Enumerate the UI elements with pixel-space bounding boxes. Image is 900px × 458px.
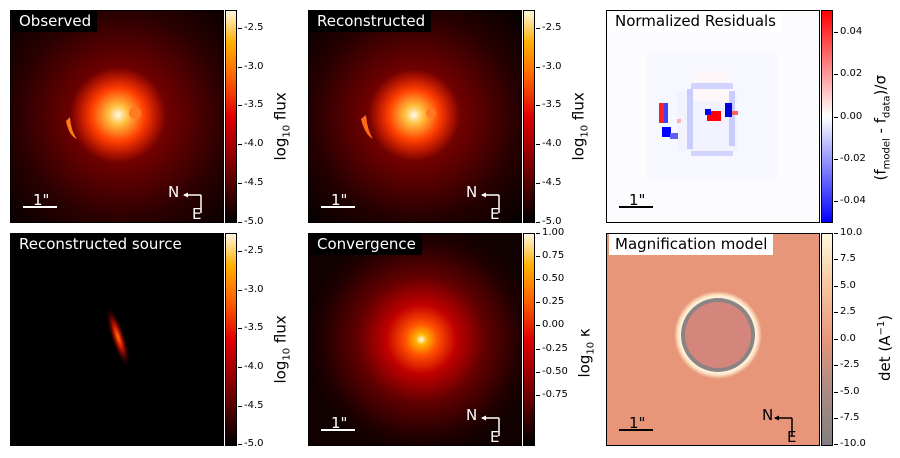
observed-colorbar [225, 10, 237, 223]
tick-label: -4.0 [238, 138, 264, 149]
tick-label: -7.5 [834, 412, 860, 423]
north-label: N [466, 406, 478, 424]
magnification-colorbar [821, 233, 833, 446]
compass-icon [481, 415, 500, 436]
tick-label: 1.00 [535, 227, 565, 238]
tick-label: -0.04 [834, 195, 866, 206]
north-label: N [168, 183, 180, 201]
tick-label: 2.5 [834, 306, 856, 317]
colorbar-label: (fmodel - fdata)/σ [871, 75, 893, 181]
scale-label: 1" [331, 191, 348, 209]
panel-title: Reconstructed source [13, 234, 188, 255]
tick-label: -3.0 [536, 61, 562, 72]
compass-icon [774, 415, 793, 436]
east-label: E [490, 428, 500, 446]
compass-icon [183, 192, 202, 213]
reconstructed-colorbar [523, 10, 535, 223]
tick-label: 0.04 [833, 26, 863, 37]
east-label: E [787, 428, 797, 446]
tick-label: -0.25 [536, 343, 568, 354]
scale-label: 1" [629, 414, 646, 432]
tick-label: -3.5 [238, 99, 264, 110]
north-label: N [762, 406, 774, 424]
tick-label: 0.25 [535, 296, 565, 307]
tick-label: -0.02 [834, 153, 866, 164]
tick-label: -4.5 [536, 177, 562, 188]
tick-label: -2.5 [238, 22, 264, 33]
tick-label: 0.00 [833, 111, 863, 122]
scale-bar [321, 206, 355, 208]
tick-label: -10.0 [834, 438, 866, 449]
tick-label: 5.0 [834, 280, 856, 291]
scale-bar [321, 429, 355, 431]
source-panel: Reconstructed source [10, 233, 224, 446]
tick-label: 0.75 [535, 250, 565, 261]
convergence-panel: Convergence 1" N E [308, 233, 522, 446]
tick-label: -5.0 [238, 438, 264, 449]
tick-label: -3.0 [238, 284, 264, 295]
tick-label: 0.50 [535, 273, 565, 284]
panel-title: Observed [13, 11, 98, 32]
tick-label: -5.0 [238, 216, 264, 227]
observed-panel: Observed 1" N E [10, 10, 224, 223]
scale-bar [619, 429, 653, 431]
panel-title: Normalized Residuals [609, 11, 782, 32]
residuals-image [607, 11, 819, 222]
north-label: N [466, 183, 478, 201]
panel-title: Reconstructed [311, 11, 432, 32]
tick-label: 7.5 [834, 253, 856, 264]
tick-label: -4.0 [238, 361, 264, 372]
source-colorbar [225, 233, 237, 446]
colorbar-label: det (A−1) [876, 314, 894, 381]
source-image [11, 234, 223, 445]
residuals-colorbar [821, 10, 833, 223]
colorbar-label: log10 flux [271, 315, 293, 384]
colorbar-label: log10 κ [575, 328, 597, 378]
tick-label: -3.0 [238, 61, 264, 72]
tick-label: -4.5 [238, 177, 264, 188]
scale-label: 1" [331, 414, 348, 432]
scale-label: 1" [33, 191, 50, 209]
tick-label: -2.5 [536, 22, 562, 33]
compass-icon [481, 192, 500, 213]
tick-label: -0.50 [536, 366, 568, 377]
colorbar-label: log10 flux [271, 92, 293, 161]
residuals-panel: Normalized Residuals 1" [606, 10, 820, 223]
tick-label: -0.75 [536, 389, 568, 400]
magnification-panel: Magnification model 1" N E [606, 233, 820, 446]
tick-label: -2.5 [238, 245, 264, 256]
east-label: E [490, 205, 500, 223]
tick-label: 10.0 [833, 227, 863, 238]
tick-label: -3.5 [536, 99, 562, 110]
observed-image [11, 11, 223, 222]
tick-label: 0.02 [833, 68, 863, 79]
panel-title: Convergence [311, 234, 422, 255]
tick-label: -5.0 [834, 386, 860, 397]
convergence-image [309, 234, 521, 445]
tick-label: 0.00 [535, 319, 565, 330]
scale-bar [23, 206, 57, 208]
scale-bar [619, 206, 653, 208]
reconstructed-image [309, 11, 521, 222]
tick-label: -4.0 [536, 138, 562, 149]
tick-label: -3.5 [238, 322, 264, 333]
east-label: E [192, 205, 202, 223]
colorbar-label: log10 flux [569, 92, 591, 161]
tick-label: -2.5 [834, 359, 860, 370]
scale-label: 1" [629, 191, 646, 209]
reconstructed-panel: Reconstructed 1" N E [308, 10, 522, 223]
magnification-image [607, 234, 819, 445]
tick-label: -4.5 [238, 400, 264, 411]
convergence-colorbar [523, 233, 535, 446]
panel-title: Magnification model [609, 234, 774, 255]
tick-label: 0.0 [834, 333, 856, 344]
tick-label: -5.0 [536, 216, 562, 227]
